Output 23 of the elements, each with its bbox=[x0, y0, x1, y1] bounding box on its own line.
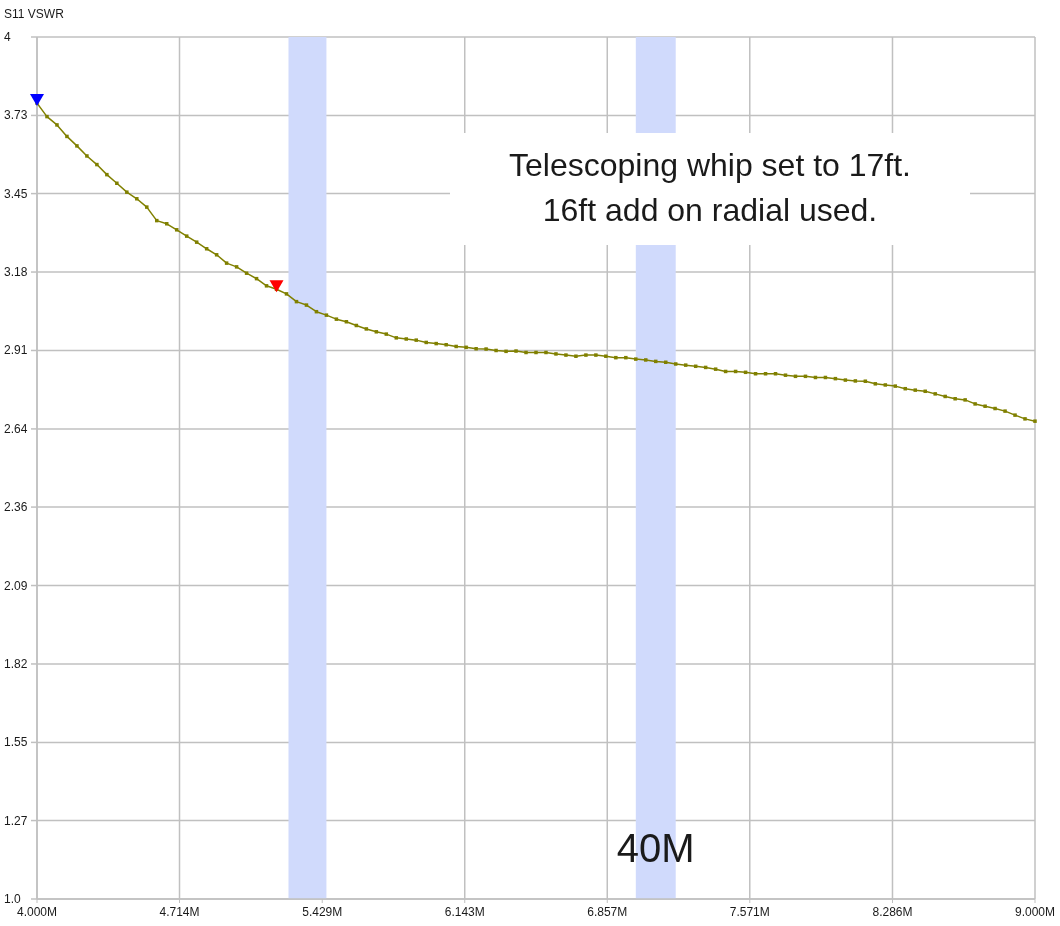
y-axis-title: S11 VSWR bbox=[4, 7, 64, 21]
y-tick-label: 2.91 bbox=[4, 343, 28, 358]
y-tick-label: 2.64 bbox=[4, 421, 28, 436]
x-tick-label: 6.857M bbox=[587, 905, 628, 919]
y-tick-label: 2.09 bbox=[4, 578, 28, 593]
annotation: Telescoping whip set to 17ft. 16ft add on radial used. bbox=[508, 146, 912, 230]
x-tick-label: 8.286M bbox=[872, 905, 913, 919]
y-tick-label: 2.36 bbox=[4, 500, 28, 515]
y-tick-label: 3.45 bbox=[4, 186, 28, 201]
x-tick-label: 4.714M bbox=[159, 905, 200, 919]
x-tick-label: 7.571M bbox=[729, 905, 770, 919]
y-tick-label: 1.82 bbox=[4, 656, 28, 671]
x-tick-label: 6.143M bbox=[444, 905, 485, 919]
y-tick-label: 3.73 bbox=[4, 108, 28, 123]
x-tick-label: 5.429M bbox=[302, 905, 343, 919]
y-tick-label: 4 bbox=[4, 30, 11, 44]
x-tick-label: 4.000M bbox=[16, 905, 58, 919]
band-label: 40M bbox=[616, 826, 695, 870]
y-tick-label: 1.55 bbox=[4, 735, 28, 750]
y-tick-label: 1.27 bbox=[4, 813, 28, 828]
y-tick-label: 1.0 bbox=[4, 892, 22, 906]
x-tick-label: 9.000M bbox=[1014, 905, 1056, 919]
y-tick-label: 3.18 bbox=[4, 265, 28, 280]
